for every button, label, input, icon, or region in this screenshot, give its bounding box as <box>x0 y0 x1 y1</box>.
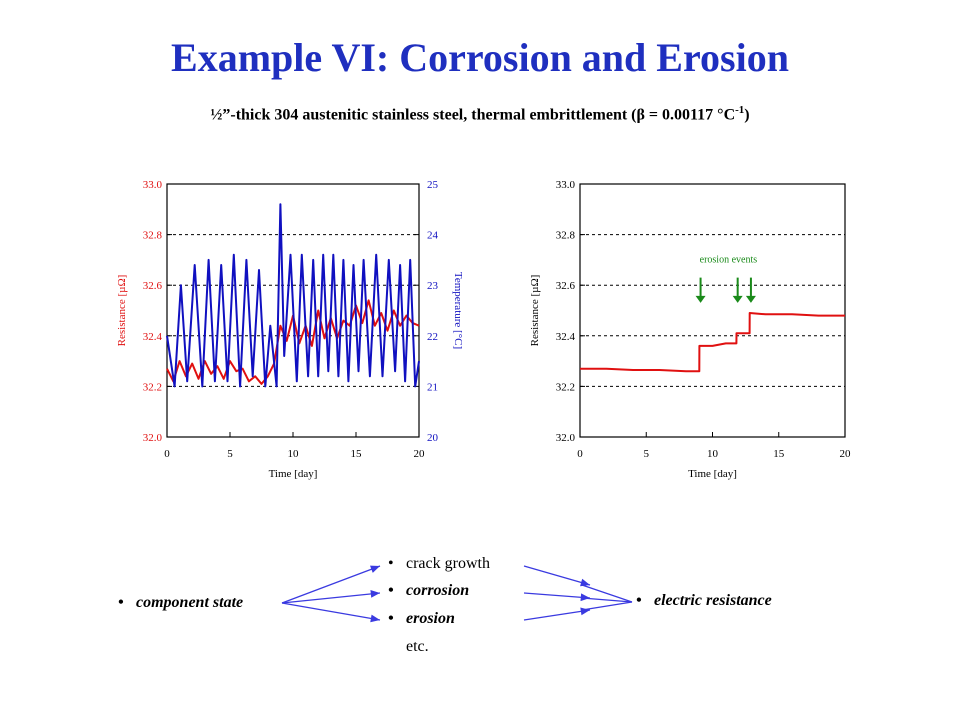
erosion-events-label: erosion events <box>700 254 758 265</box>
bullet-crack-growth: • crack growth <box>388 555 490 573</box>
subtitle-text: ½”-thick 304 austenitic stainless steel,… <box>210 106 736 124</box>
crack-growth-label: crack growth <box>406 555 490 572</box>
corrosion-label: corrosion <box>406 582 470 599</box>
flow-arrow-head <box>370 614 380 623</box>
x-tick-label: 15 <box>351 448 363 460</box>
x-tick-label: 20 <box>840 448 852 460</box>
flow-arrow-line <box>281 602 381 621</box>
y-axis-label: Resistance [µΩ] <box>529 275 541 347</box>
y-tick-label: 32.8 <box>143 230 163 242</box>
series-line-2 <box>166 203 420 388</box>
x-tick-label: 0 <box>164 448 170 460</box>
x-tick-label: 15 <box>773 448 785 460</box>
y-right-tick-label: 20 <box>427 432 439 444</box>
etc-label: etc. <box>406 638 429 655</box>
flow-arrow-head <box>370 590 380 598</box>
y-right-tick-label: 21 <box>427 381 438 393</box>
erosion-arrow-head <box>695 295 706 303</box>
erosion-label: erosion <box>406 610 455 627</box>
x-tick-label: 0 <box>577 448 583 460</box>
y-tick-label: 32.4 <box>143 331 163 343</box>
x-axis-label: Time [day] <box>269 468 318 480</box>
bullet-dot: • <box>636 592 642 609</box>
flow-merge-line <box>581 584 633 603</box>
y-tick-label: 32.0 <box>556 432 576 444</box>
y-tick-label: 32.2 <box>143 381 162 393</box>
erosion-arrow-head <box>732 295 743 303</box>
flow-arrow-line <box>523 565 591 586</box>
flow-arrow-line <box>281 565 381 604</box>
y-tick-label: 32.6 <box>556 280 576 292</box>
flow-merge-line <box>581 601 633 611</box>
flow-arrow-line <box>281 592 381 604</box>
bullet-erosion: • erosion <box>388 610 455 628</box>
bullet-component-state: • component state <box>118 594 243 612</box>
bullet-electric-resistance: • electric resistance <box>636 592 772 610</box>
erosion-arrow-head <box>745 295 756 303</box>
x-tick-label: 5 <box>644 448 650 460</box>
x-tick-label: 10 <box>288 448 300 460</box>
slide-title: Example VI: Corrosion and Erosion <box>171 35 789 80</box>
subtitle-superscript: -1 <box>735 104 745 116</box>
x-tick-label: 10 <box>707 448 719 460</box>
y-right-tick-label: 24 <box>427 230 439 242</box>
y-tick-label: 33.0 <box>143 179 163 191</box>
bullet-dot: • <box>388 610 394 627</box>
y-tick-label: 32.6 <box>143 280 163 292</box>
slide-subtitle: ½”-thick 304 austenitic stainless steel,… <box>0 104 960 124</box>
component-state-label: component state <box>136 594 244 611</box>
y-tick-label: 33.0 <box>556 179 576 191</box>
flow-arrow-head <box>580 578 590 587</box>
x-axis-label: Time [day] <box>688 468 737 480</box>
x-tick-label: 20 <box>414 448 426 460</box>
y-right-tick-label: 25 <box>427 179 439 191</box>
y-tick-label: 32.4 <box>556 331 576 343</box>
series-line-1 <box>580 312 845 373</box>
y-right-tick-label: 23 <box>427 280 439 292</box>
y-axis-label: Resistance [µΩ] <box>116 275 128 347</box>
bullet-corrosion: • corrosion <box>388 582 469 600</box>
flow-merge-line <box>581 597 633 603</box>
y-tick-label: 32.8 <box>556 230 576 242</box>
subtitle-end: ) <box>744 106 750 124</box>
etc-text: etc. <box>406 638 429 656</box>
x-tick-label: 5 <box>227 448 233 460</box>
flow-arrow-head <box>580 593 590 602</box>
bullet-dot: • <box>118 594 124 611</box>
y-tick-label: 32.0 <box>143 432 163 444</box>
flow-arrow-line <box>523 609 591 621</box>
bullet-dot: • <box>388 555 394 572</box>
y-right-tick-label: 22 <box>427 331 438 343</box>
flow-arrow-line <box>523 592 591 599</box>
y-right-axis-label: Temperature [°C] <box>452 272 464 349</box>
y-tick-label: 32.2 <box>556 381 575 393</box>
bullet-dot: • <box>388 582 394 599</box>
electric-resistance-label: electric resistance <box>654 592 772 609</box>
flow-arrow-head <box>370 565 380 573</box>
